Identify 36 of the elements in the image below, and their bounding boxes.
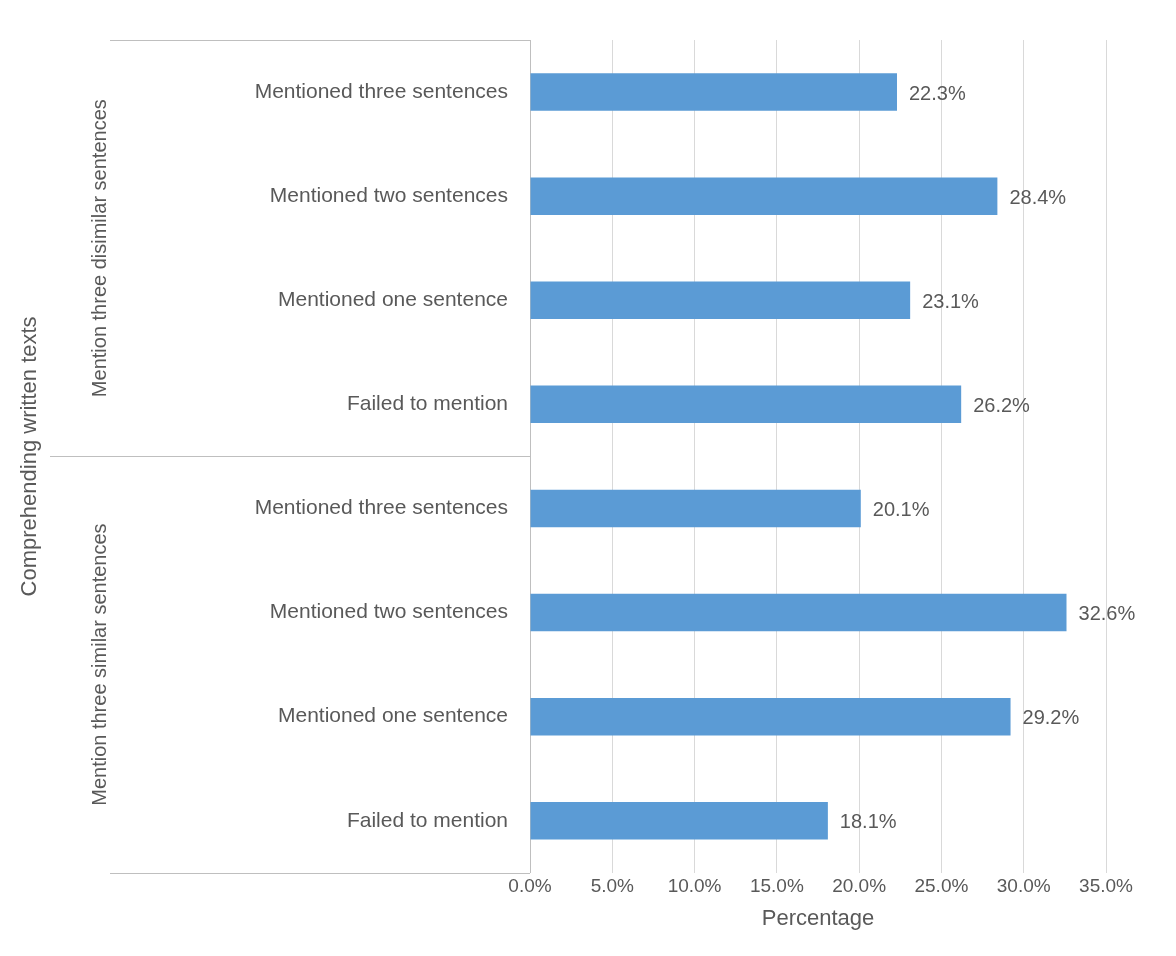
x-axis-title: Percentage xyxy=(761,904,875,930)
data-label: 18.1% xyxy=(839,810,897,833)
x-tick-label: 5.0% xyxy=(590,875,635,897)
data-label: 20.1% xyxy=(872,497,930,520)
y-tick-label: Mentioned three sentences xyxy=(254,78,508,102)
data-label: 29.2% xyxy=(1022,706,1080,729)
y-tick-label: Failed to mention xyxy=(346,391,508,415)
bar xyxy=(530,489,861,528)
data-label: 22.3% xyxy=(908,81,966,104)
y-tick-label: Failed to mention xyxy=(346,807,508,831)
y-tick-label: Mentioned one sentence xyxy=(277,703,508,727)
bar xyxy=(530,697,1011,736)
bar xyxy=(530,385,962,424)
text: Mention three similar sentences xyxy=(87,523,110,806)
x-tick-label: 20.0% xyxy=(832,875,887,897)
x-tick-label: 10.0% xyxy=(667,875,722,897)
x-tick-label: 35.0% xyxy=(1079,875,1134,897)
x-tick-label: 25.0% xyxy=(914,875,969,897)
y-tick-label: Mentioned two sentences xyxy=(269,182,508,206)
x-tick-label: 15.0% xyxy=(749,875,804,897)
y-tick-label: Mentioned three sentences xyxy=(254,495,508,519)
data-label: 26.2% xyxy=(973,393,1031,416)
data-label: 23.1% xyxy=(922,289,980,312)
data-label: 32.6% xyxy=(1078,602,1136,625)
x-tick-label: 30.0% xyxy=(996,875,1051,897)
data-label: 28.4% xyxy=(1009,185,1067,208)
bar xyxy=(530,593,1067,632)
bar xyxy=(530,281,911,319)
x-tick-label: 0.0% xyxy=(508,875,552,897)
y-tick-label: Mentioned one sentence xyxy=(277,287,508,311)
text: Comprehending written texts xyxy=(16,316,42,597)
bar xyxy=(530,177,998,215)
bar xyxy=(530,73,897,111)
text: Mention three disimilar sentences xyxy=(87,99,110,398)
bar xyxy=(530,802,828,840)
y-tick-label: Mentioned two sentences xyxy=(269,599,508,623)
